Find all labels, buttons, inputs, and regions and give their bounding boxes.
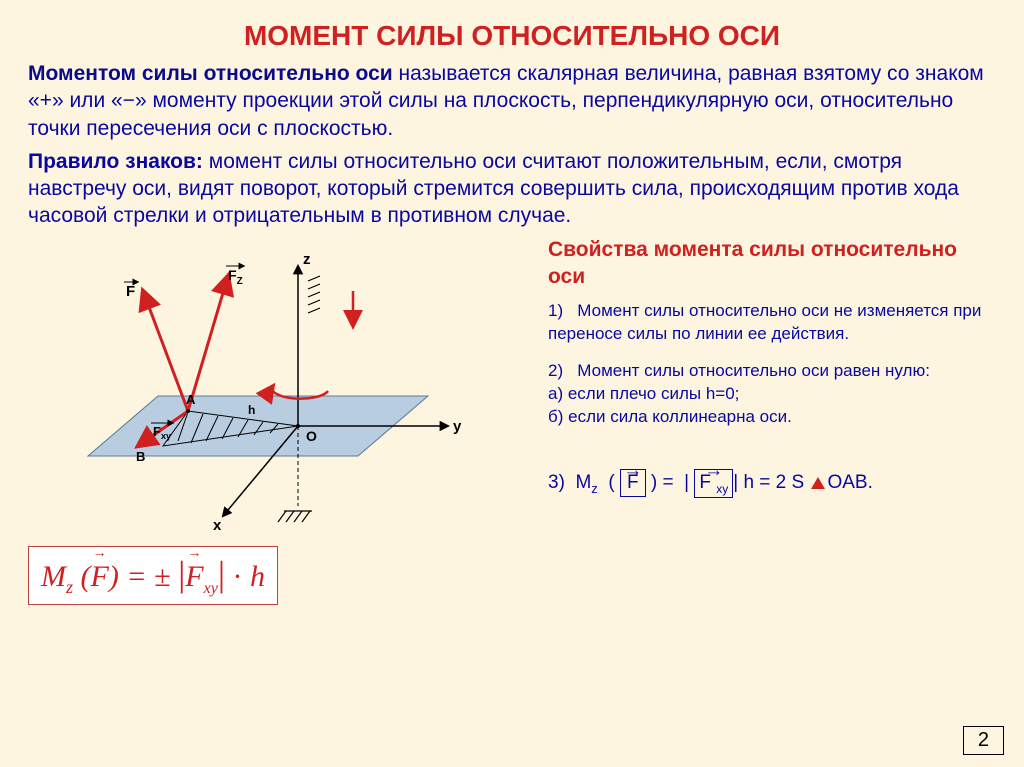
moment-diagram: z y x O A B h F FZ Fxy (28, 236, 488, 536)
svg-text:F: F (126, 283, 135, 300)
svg-text:z: z (303, 251, 311, 268)
property-3-formula: 3) Mz ( F ) = | F xy| h = 2 S OAB. (548, 469, 996, 498)
properties-title: Свойства момента силы относительно оси (548, 236, 996, 291)
property-2: 2) Момент силы относительно оси равен ну… (548, 360, 996, 429)
svg-text:A: A (186, 392, 196, 407)
main-formula: Mz (F) = ± |Fxy| · h (28, 546, 278, 605)
svg-text:h: h (248, 403, 255, 417)
svg-text:y: y (453, 418, 462, 435)
triangle-icon (811, 477, 825, 489)
svg-text:B: B (136, 449, 145, 464)
page-title: МОМЕНТ СИЛЫ ОТНОСИТЕЛЬНО ОСИ (28, 20, 996, 52)
svg-text:O: O (306, 428, 317, 444)
definition-paragraph: Моментом силы относительно оси называетс… (28, 60, 996, 142)
page-number: 2 (963, 726, 1004, 755)
property-1: 1) Момент силы относительно оси не измен… (548, 300, 996, 346)
svg-text:x: x (213, 517, 222, 534)
definition-label: Моментом силы относительно оси (28, 62, 399, 85)
sign-rule-paragraph: Правило знаков: момент силы относительно… (28, 148, 996, 230)
sign-rule-label: Правило знаков: (28, 150, 209, 173)
svg-text:FZ: FZ (228, 267, 243, 287)
